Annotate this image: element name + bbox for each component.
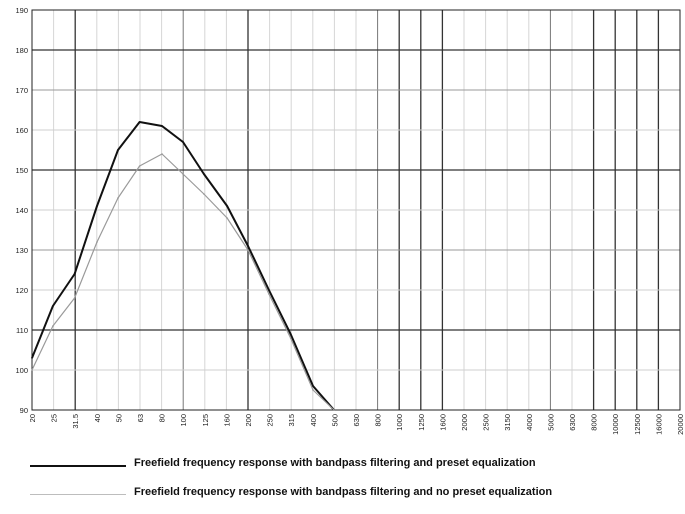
legend-item-with-equalization: Freefield frequency response with bandpa…: [30, 455, 680, 477]
data-point: [31, 357, 33, 359]
y-tick-label: 110: [16, 326, 28, 335]
x-tick-label: 500: [330, 414, 339, 427]
data-point: [96, 241, 98, 243]
data-point: [138, 121, 141, 123]
y-tick-label: 100: [15, 366, 28, 375]
x-tick-label: 63: [136, 414, 145, 422]
y-tick-label: 170: [15, 86, 28, 95]
x-tick-label: 5000: [546, 414, 555, 431]
data-point: [312, 389, 314, 391]
data-point: [203, 173, 205, 175]
data-point: [31, 369, 33, 371]
y-tick-label: 160: [15, 126, 28, 135]
y-tick-label: 90: [20, 406, 28, 415]
x-tick-label: 100: [179, 414, 188, 427]
data-point: [182, 141, 184, 143]
x-tick-label: 25: [50, 414, 59, 422]
x-tick-label: 2000: [460, 414, 469, 431]
data-point: [96, 205, 98, 207]
data-point: [247, 249, 249, 251]
data-point: [73, 297, 76, 299]
x-tick-label: 1600: [438, 414, 447, 431]
x-tick-label: 160: [222, 414, 231, 427]
data-point: [161, 125, 163, 127]
x-tick-label: 40: [93, 414, 102, 422]
x-tick-label: 80: [158, 414, 167, 422]
data-point: [182, 173, 184, 175]
y-tick-label: 190: [15, 6, 28, 15]
series-lines: [31, 121, 335, 411]
legend-swatch-light: [30, 494, 126, 495]
data-point: [138, 165, 141, 167]
x-tick-label: 800: [374, 414, 383, 427]
x-tick-label: 50: [114, 414, 123, 422]
data-point: [333, 409, 335, 411]
legend-item-no-equalization: Freefield frequency response with bandpa…: [30, 484, 680, 506]
horizontal-gridlines: [32, 49, 680, 371]
legend-swatch-solid: [30, 465, 126, 467]
y-tick-label: 130: [15, 246, 28, 255]
x-tick-label: 12500: [633, 414, 642, 435]
x-tick-label: 20000: [676, 414, 685, 435]
data-point: [226, 205, 228, 207]
x-tick-label: 125: [201, 414, 210, 427]
data-point: [117, 149, 119, 151]
data-point: [203, 193, 205, 195]
x-tick-label: 630: [352, 414, 361, 427]
data-point: [161, 153, 163, 155]
x-tick-label: 6300: [568, 414, 577, 431]
y-tick-label: 150: [15, 166, 28, 175]
data-point: [289, 337, 292, 339]
y-tick-label: 180: [15, 46, 28, 55]
x-tick-label: 250: [266, 414, 275, 427]
x-tick-label: 3150: [503, 414, 512, 431]
data-point: [289, 333, 292, 335]
data-point: [268, 293, 270, 295]
x-tick-label: 31.5: [71, 414, 80, 429]
x-tick-label: 2500: [482, 414, 491, 431]
x-tick-label: 20: [28, 414, 37, 422]
plot-frame: [31, 9, 681, 411]
x-tick-label: 1250: [417, 414, 426, 431]
y-tick-label: 140: [15, 206, 28, 215]
x-tick-label: 200: [244, 414, 253, 427]
x-tick-label: 400: [309, 414, 318, 427]
x-tick-label: 10000: [611, 414, 620, 435]
data-point: [73, 273, 76, 275]
x-tick-label: 8000: [590, 414, 599, 431]
y-tick-labels: 90 100 110 120 130 140 150 160 170 180 190: [15, 6, 28, 415]
legend-label: Freefield frequency response with bandpa…: [134, 486, 553, 498]
legend-label: Freefield frequency response with bandpa…: [134, 457, 536, 469]
x-tick-label: 315: [287, 414, 296, 427]
data-point: [226, 217, 228, 219]
x-tick-label: 16000: [654, 414, 663, 435]
x-tick-label: 4000: [525, 414, 534, 431]
y-tick-label: 120: [15, 286, 28, 295]
data-point: [268, 289, 270, 291]
data-point: [117, 197, 119, 199]
x-tick-labels: 20 25 31.5 40 50 63 80 100 125 160 200 250 315 400 500…: [28, 414, 685, 435]
data-point: [52, 305, 54, 307]
x-tick-label: 1000: [395, 414, 404, 431]
data-point: [52, 325, 54, 327]
data-point: [312, 385, 314, 387]
data-point: [247, 245, 249, 247]
